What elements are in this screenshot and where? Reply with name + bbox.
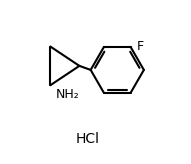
Text: F: F <box>137 40 144 53</box>
Text: HCl: HCl <box>75 133 100 146</box>
Text: NH₂: NH₂ <box>56 88 80 102</box>
